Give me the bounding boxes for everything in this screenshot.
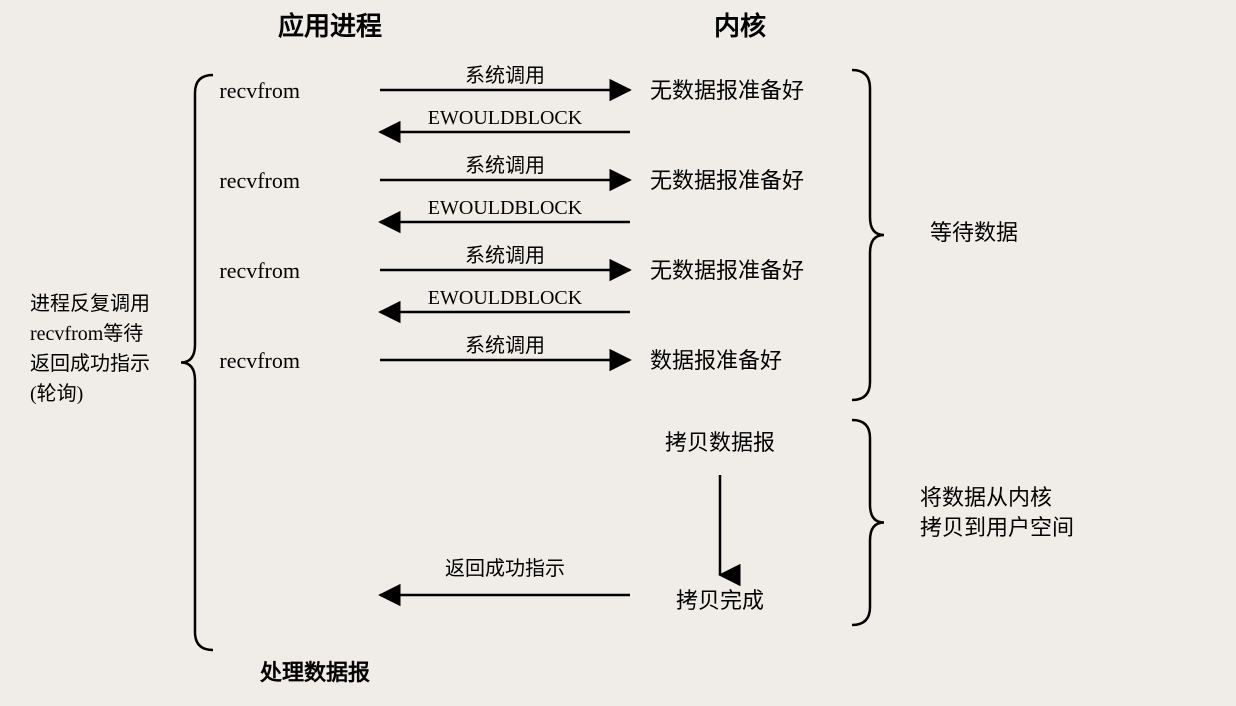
header-app: 应用进程 <box>278 11 382 41</box>
kernel-status: 无数据报准备好 <box>650 258 804 283</box>
kernel-status: 无数据报准备好 <box>650 168 804 193</box>
ewouldblock-label: EWOULDBLOCK <box>428 197 583 219</box>
syscall-label: 系统调用 <box>465 154 545 177</box>
left-note-line: 返回成功指示 <box>30 352 150 375</box>
left-note-line: (轮询) <box>30 382 83 405</box>
io-model-diagram: 应用进程内核recvfrom系统调用无数据报准备好EWOULDBLOCKrecv… <box>0 0 1236 706</box>
syscall-label: 系统调用 <box>465 244 545 267</box>
ewouldblock-label: EWOULDBLOCK <box>428 107 583 129</box>
right-brace-wait <box>852 70 884 400</box>
copy-to-userspace-label: 拷贝到用户空间 <box>920 515 1074 540</box>
recvfrom-label: recvfrom <box>219 78 300 103</box>
wait-data-label: 等待数据 <box>930 220 1018 245</box>
syscall-label: 系统调用 <box>465 334 545 357</box>
copy-datagram-label: 拷贝数据报 <box>665 430 775 455</box>
header-kernel: 内核 <box>714 11 766 41</box>
recvfrom-label: recvfrom <box>219 348 300 373</box>
kernel-status: 数据报准备好 <box>650 348 782 373</box>
success-return-label: 返回成功指示 <box>445 557 565 580</box>
recvfrom-label: recvfrom <box>219 258 300 283</box>
syscall-label: 系统调用 <box>465 64 545 87</box>
ewouldblock-label: EWOULDBLOCK <box>428 287 583 309</box>
recvfrom-label: recvfrom <box>219 168 300 193</box>
kernel-status: 无数据报准备好 <box>650 78 804 103</box>
copy-done-label: 拷贝完成 <box>676 588 764 613</box>
left-note-line: 进程反复调用 <box>30 292 150 315</box>
process-datagram-label: 处理数据报 <box>259 660 370 685</box>
left-brace <box>181 75 213 650</box>
left-note-line: recvfrom等待 <box>30 322 143 345</box>
right-brace-copy <box>852 420 884 625</box>
copy-to-userspace-label: 将数据从内核 <box>920 485 1052 510</box>
